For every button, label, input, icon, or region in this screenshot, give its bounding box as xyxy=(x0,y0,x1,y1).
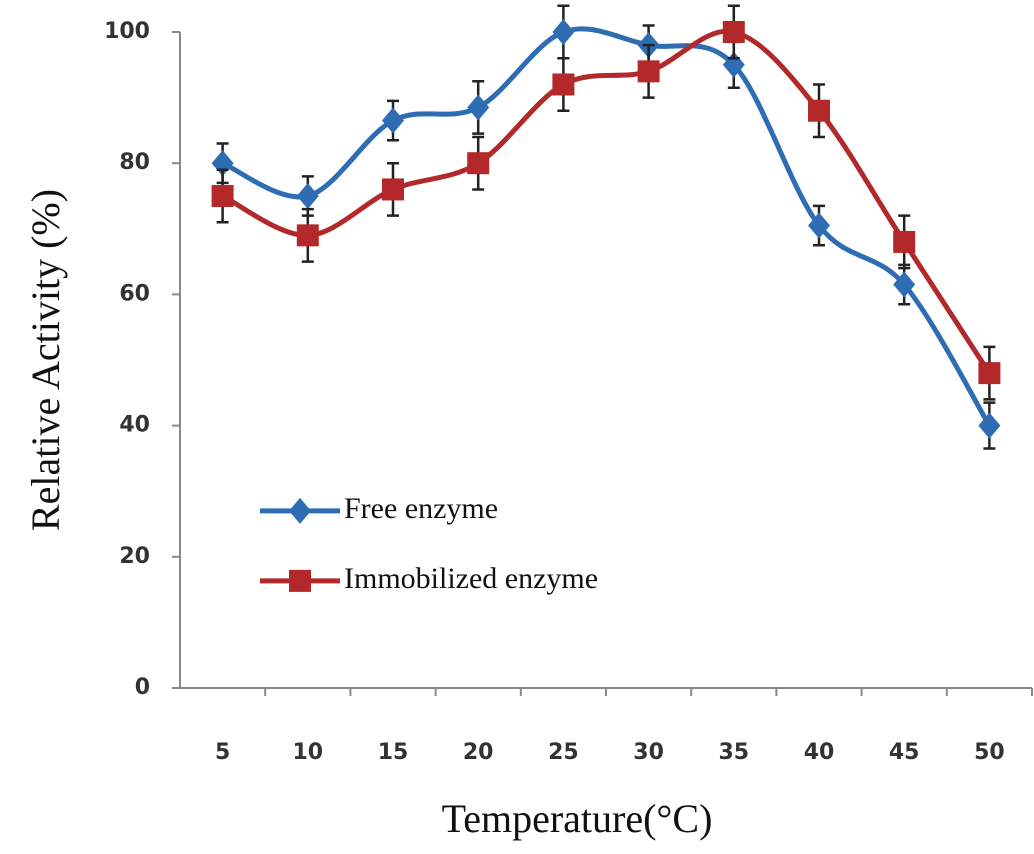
x-tick-label: 45 xyxy=(889,740,920,765)
data-point xyxy=(552,19,575,45)
y-tick-label: 20 xyxy=(119,544,150,569)
data-point xyxy=(722,51,745,78)
y-tick-label: 40 xyxy=(119,413,150,438)
data-point xyxy=(296,224,319,247)
x-tick-label: 20 xyxy=(463,740,494,765)
x-tick-label: 10 xyxy=(292,740,323,765)
x-tick-label: 15 xyxy=(378,740,409,765)
data-point xyxy=(722,21,745,43)
x-tick-label: 5 xyxy=(215,740,230,765)
data-point xyxy=(552,73,575,96)
x-axis-title: Temperature(°C) xyxy=(442,796,713,841)
y-tick-label: 60 xyxy=(119,281,150,306)
data-point xyxy=(211,185,234,207)
data-point xyxy=(808,212,830,239)
x-tick-label: 35 xyxy=(718,740,749,765)
data-point xyxy=(382,107,404,134)
series-line xyxy=(221,28,992,375)
legend-marker xyxy=(289,497,311,524)
series-line xyxy=(221,26,992,427)
data-point xyxy=(467,152,490,175)
data-point xyxy=(467,94,490,121)
data-point xyxy=(808,99,830,122)
data-point xyxy=(978,362,1001,385)
legend-marker xyxy=(289,569,311,592)
data-point xyxy=(296,183,319,209)
data-point xyxy=(978,412,1001,439)
x-tick-label: 40 xyxy=(804,740,835,765)
y-tick-label: 100 xyxy=(104,19,150,44)
data-point xyxy=(893,271,916,298)
y-tick-label: 80 xyxy=(119,150,150,175)
x-tick-label: 25 xyxy=(548,740,579,765)
data-point xyxy=(893,230,916,253)
legend-label: Free enzyme xyxy=(344,492,498,525)
y-axis-title: Relative Activity (%) xyxy=(23,189,68,531)
data-point xyxy=(637,60,660,83)
x-tick-label: 30 xyxy=(633,740,664,765)
legend-label: Immobilized enzyme xyxy=(344,562,598,595)
x-tick-label: 50 xyxy=(974,740,1005,765)
data-point xyxy=(382,178,404,201)
y-tick-label: 0 xyxy=(135,675,150,700)
